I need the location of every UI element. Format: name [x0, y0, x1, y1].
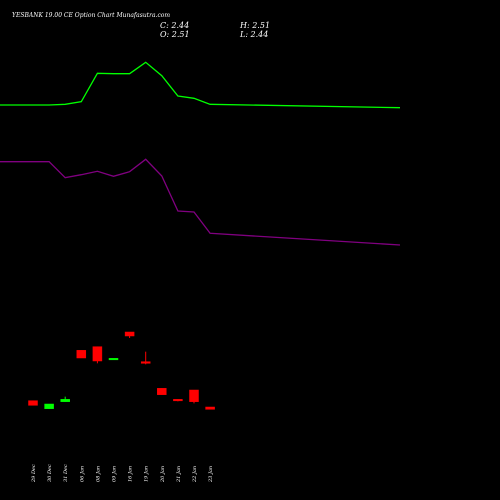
x-tick-label: 31 Dec	[63, 464, 69, 482]
upper-band-line	[0, 61, 401, 109]
x-tick-label: 16 Jan	[128, 466, 134, 482]
x-tick-label: 08 Jan	[95, 466, 101, 482]
x-tick-label: 30 Dec	[47, 464, 53, 482]
x-tick-label: 20 Jan	[160, 466, 166, 483]
candle-body	[205, 406, 215, 410]
x-tick-label: 21 Jan	[176, 466, 182, 483]
x-tick-label: 22 Jan	[192, 466, 198, 483]
open-value: O: 2.51	[160, 30, 190, 39]
candle-body	[92, 346, 103, 362]
x-tick-label: 06 Jan	[79, 466, 85, 482]
candle-body	[173, 399, 183, 402]
x-tick-label: 19 Jan	[144, 466, 150, 482]
candle-body	[28, 400, 38, 406]
close-value: C: 2.44	[160, 21, 190, 30]
low-value: L: 2.44	[240, 30, 269, 39]
x-tick-label: 29 Dec	[31, 464, 37, 483]
candle-body	[140, 361, 151, 364]
candle-body	[60, 399, 70, 402]
candle-body	[44, 403, 54, 409]
lower-band-line	[0, 158, 401, 246]
candle-body	[189, 389, 199, 402]
candle-body	[108, 358, 119, 361]
chart-title: YESBANK 19.00 CE Option Chart Munafasutr…	[12, 12, 171, 19]
candle-body	[157, 388, 167, 395]
high-value: H: 2.51	[240, 21, 271, 30]
candle-body	[124, 331, 135, 337]
x-tick-label: 23 Jan	[208, 466, 214, 483]
x-tick-label: 09 Jan	[112, 466, 118, 482]
candle-body	[76, 350, 87, 359]
